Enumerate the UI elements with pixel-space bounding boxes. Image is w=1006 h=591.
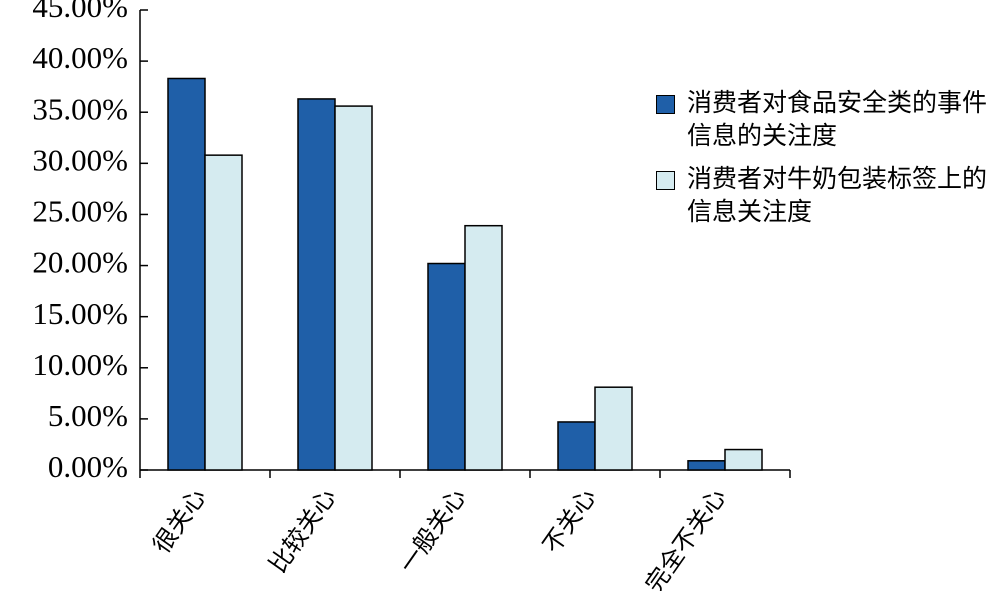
legend-item: 消费者对食品安全类的事件信息的关注度: [656, 86, 996, 152]
bar: [167, 77, 206, 471]
y-tick-label: 5.00%: [48, 398, 128, 433]
bar: [204, 154, 243, 471]
y-tick-label: 15.00%: [32, 296, 128, 331]
x-tick-label: 不关心: [537, 483, 601, 558]
bar: [334, 105, 373, 471]
y-tick-label: 40.00%: [32, 40, 128, 75]
y-tick-label: 30.00%: [32, 142, 128, 177]
bar: [464, 224, 503, 471]
y-tick-label: 20.00%: [32, 245, 128, 280]
legend-label: 消费者对牛奶包装标签上的信息关注度: [687, 164, 988, 226]
x-tick-label: 比较关心: [264, 483, 342, 578]
legend-label: 消费者对食品安全类的事件信息的关注度: [687, 88, 988, 150]
x-tick-label: 很关心: [147, 483, 211, 558]
bar: [687, 460, 726, 471]
y-tick-label: 35.00%: [32, 91, 128, 126]
bar: [557, 421, 596, 471]
bar: [427, 262, 466, 471]
x-tick-label: 一般关心: [394, 483, 472, 578]
legend: 消费者对食品安全类的事件信息的关注度 消费者对牛奶包装标签上的信息关注度: [656, 86, 996, 238]
y-tick-label: 0.00%: [48, 449, 128, 484]
y-tick-label: 25.00%: [32, 194, 128, 229]
x-tick-label: 完全不关心: [640, 483, 732, 591]
legend-swatch: [656, 171, 675, 190]
legend-swatch: [656, 95, 675, 114]
bar: [724, 448, 763, 471]
y-tick-label: 45.00%: [32, 0, 128, 24]
legend-item: 消费者对牛奶包装标签上的信息关注度: [656, 162, 996, 228]
bar: [594, 386, 633, 471]
bar: [297, 98, 336, 471]
y-tick-label: 10.00%: [32, 347, 128, 382]
